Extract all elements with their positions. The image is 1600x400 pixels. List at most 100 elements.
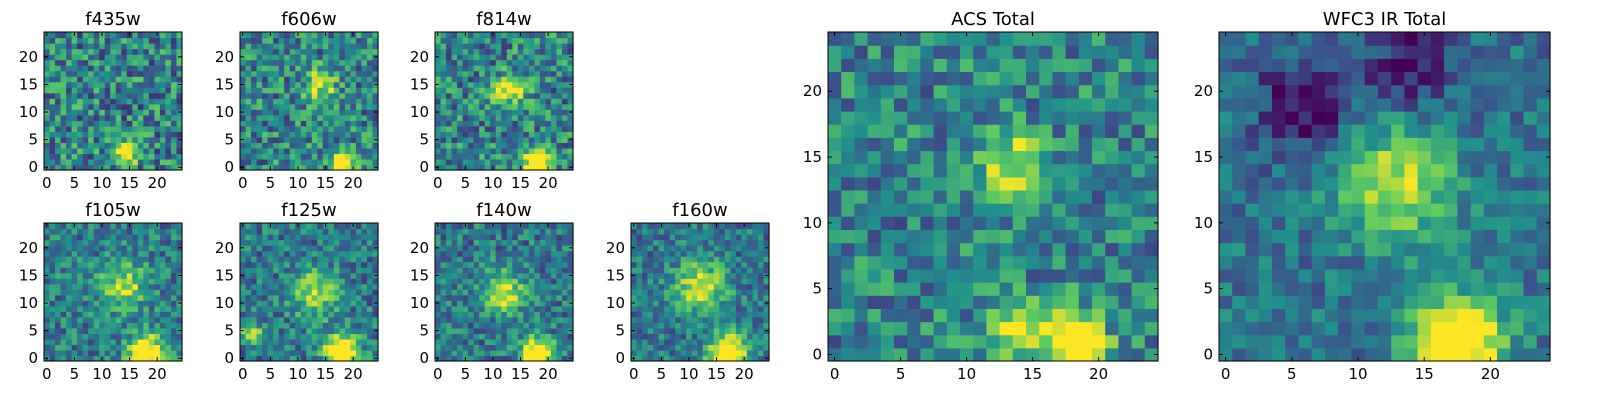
heatmap-cell: [495, 109, 502, 116]
x-tick-label: 0: [238, 174, 248, 192]
heatmap-cell: [446, 125, 453, 132]
heatmap-cell: [245, 87, 252, 94]
heatmap-cell: [251, 48, 258, 55]
heatmap-cell: [473, 142, 480, 149]
heatmap-cell: [1144, 321, 1159, 336]
heatmap-cell: [702, 234, 709, 241]
heatmap-cell: [333, 256, 340, 263]
heatmap-cell: [490, 98, 497, 105]
heatmap-cell: [1052, 295, 1067, 309]
heatmap-cell: [55, 355, 62, 362]
heatmap-cell: [730, 294, 737, 301]
heatmap-cell: [523, 120, 530, 127]
heatmap-cell: [88, 283, 95, 290]
heatmap-cell: [539, 103, 546, 110]
heatmap-cell: [545, 228, 552, 235]
heatmap-cell: [828, 150, 842, 165]
heatmap-cell: [435, 70, 442, 77]
heatmap-cell: [104, 228, 111, 235]
heatmap-cell: [93, 32, 100, 39]
heatmap-cell: [697, 338, 704, 346]
heatmap-cell: [132, 92, 139, 99]
y-tick-label: 0: [419, 158, 429, 176]
heatmap-cell: [763, 250, 770, 257]
heatmap-cell: [1026, 216, 1040, 230]
heatmap-cell: [675, 272, 682, 279]
heatmap-cell: [361, 344, 368, 351]
heatmap-cell: [115, 355, 122, 362]
heatmap-cell: [176, 142, 183, 149]
heatmap-cell: [143, 327, 150, 334]
heatmap-cell: [251, 32, 258, 39]
heatmap-cell: [686, 349, 693, 357]
heatmap-cell: [446, 256, 453, 263]
heatmap-cell: [495, 120, 502, 127]
heatmap-cell: [300, 98, 307, 105]
heatmap-cell: [350, 103, 357, 110]
heatmap-cell: [300, 278, 307, 285]
heatmap-cell: [528, 81, 535, 88]
heatmap-cell: [534, 234, 541, 241]
heatmap-cell: [757, 283, 765, 290]
heatmap-cell: [484, 114, 491, 121]
heatmap-cell: [680, 250, 687, 257]
heatmap-cell: [528, 289, 535, 296]
heatmap-cell: [724, 278, 731, 285]
heatmap-cell: [60, 272, 67, 279]
heatmap-cell: [115, 120, 122, 127]
heatmap-cell: [289, 136, 296, 143]
heatmap-cell: [284, 59, 291, 66]
heatmap-cell: [484, 267, 491, 274]
heatmap-cell: [344, 92, 351, 99]
heatmap-cell: [636, 327, 643, 334]
heatmap-cell: [642, 272, 649, 279]
heatmap-cell: [154, 300, 161, 307]
heatmap-cell: [517, 43, 524, 50]
heatmap-cell: [757, 316, 765, 323]
heatmap-cell: [137, 76, 144, 83]
heatmap-cell: [691, 300, 698, 307]
heatmap-cell: [256, 239, 263, 246]
heatmap-cell: [311, 158, 318, 166]
heatmap-cell: [907, 308, 921, 323]
heatmap-cell: [567, 65, 574, 72]
heatmap-cell: [986, 229, 1001, 244]
heatmap-cell: [1118, 229, 1133, 244]
heatmap-cell: [468, 158, 475, 166]
heatmap-cell: [240, 131, 247, 138]
heatmap-cell: [49, 92, 56, 99]
heatmap-cell: [669, 355, 676, 362]
heatmap-cell: [752, 256, 759, 263]
heatmap-cell: [724, 245, 731, 252]
heatmap-cell: [1039, 242, 1053, 257]
heatmap-cell: [517, 125, 524, 132]
heatmap-cell: [132, 256, 139, 263]
heatmap-cell: [702, 294, 709, 301]
heatmap-cell: [372, 316, 379, 323]
heatmap-cell: [49, 81, 56, 88]
heatmap-cell: [245, 239, 252, 246]
heatmap-cell: [284, 92, 291, 99]
heatmap-cell: [1012, 242, 1027, 257]
heatmap-cell: [143, 316, 150, 323]
heatmap-cell: [306, 32, 313, 39]
heatmap-cell: [653, 250, 660, 257]
heatmap-cell: [115, 234, 122, 241]
heatmap-cell: [55, 98, 62, 105]
heatmap-cell: [473, 344, 480, 351]
heatmap-cell: [82, 311, 89, 318]
heatmap-cell: [295, 153, 302, 160]
heatmap-cell: [702, 272, 709, 279]
heatmap-cell: [350, 283, 357, 290]
heatmap-cell: [933, 176, 948, 191]
heatmap-cell: [490, 142, 497, 149]
heatmap-cell: [1052, 229, 1067, 244]
heatmap-cell: [60, 70, 67, 77]
heatmap-cell: [495, 272, 502, 279]
heatmap-cell: [366, 333, 374, 340]
heatmap-cell: [361, 54, 368, 61]
heatmap-cell: [159, 322, 167, 329]
heatmap-cell: [746, 316, 754, 323]
heatmap-cell: [512, 223, 519, 230]
heatmap-cell: [506, 234, 513, 241]
